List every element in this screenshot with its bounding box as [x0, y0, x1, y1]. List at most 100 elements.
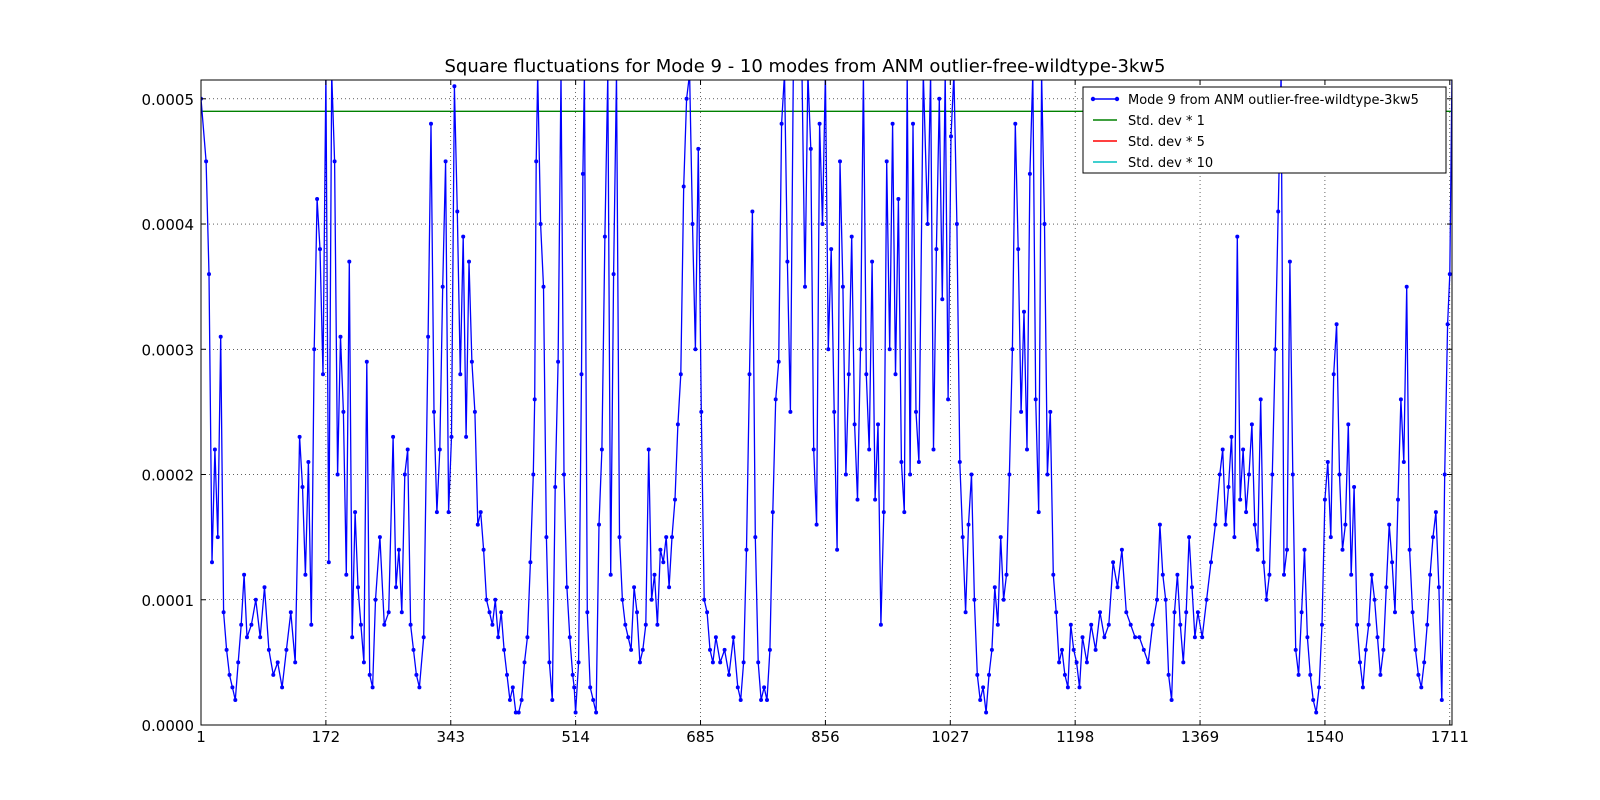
data-point — [293, 660, 298, 665]
data-point — [350, 635, 355, 640]
data-point — [602, 234, 607, 239]
data-point — [386, 610, 391, 615]
data-point — [1111, 560, 1116, 565]
data-point — [1428, 572, 1433, 577]
data-point — [718, 660, 723, 665]
data-point — [469, 359, 474, 364]
data-point — [1217, 472, 1222, 477]
data-point — [472, 409, 477, 414]
data-point — [1065, 685, 1070, 690]
data-point — [532, 397, 537, 402]
data-point — [1360, 685, 1365, 690]
data-point — [1264, 597, 1269, 602]
y-tick-label: 0.0004 — [142, 216, 195, 234]
data-point — [440, 284, 445, 289]
data-point — [1334, 322, 1339, 327]
data-point — [759, 698, 764, 702]
legend-label-std10: Std. dev * 10 — [1128, 156, 1213, 171]
data-point — [531, 472, 536, 477]
data-point — [567, 635, 572, 640]
data-point — [1025, 447, 1029, 452]
data-point — [421, 635, 426, 640]
data-point — [940, 297, 945, 302]
data-point — [562, 472, 566, 477]
data-point — [1433, 510, 1438, 515]
data-point — [908, 472, 913, 477]
data-point — [505, 672, 509, 677]
data-point — [735, 685, 740, 690]
data-point — [1048, 409, 1053, 414]
data-point — [1255, 547, 1260, 552]
data-point — [710, 660, 715, 665]
data-point — [658, 547, 663, 552]
data-point — [1436, 585, 1441, 590]
data-point — [995, 622, 1000, 627]
data-point — [266, 647, 271, 652]
data-point — [1247, 472, 1251, 477]
x-tick-label: 685 — [686, 728, 715, 746]
data-point — [510, 685, 515, 690]
data-point — [1137, 635, 1142, 640]
data-point — [949, 134, 953, 139]
data-point — [236, 660, 241, 665]
data-point — [899, 460, 904, 464]
data-point — [541, 284, 546, 289]
data-point — [1190, 585, 1194, 590]
data-point — [673, 497, 677, 502]
data-point — [402, 472, 407, 477]
data-point — [1407, 547, 1412, 552]
data-point — [1004, 572, 1009, 577]
data-point — [493, 597, 498, 602]
data-point — [881, 510, 886, 515]
data-point — [989, 647, 994, 652]
data-point — [773, 397, 778, 402]
data-point — [1328, 535, 1333, 540]
data-point — [1200, 635, 1205, 640]
data-point — [623, 622, 628, 627]
data-point — [318, 247, 322, 252]
data-point — [963, 610, 968, 615]
data-point — [1098, 610, 1102, 615]
data-point — [1258, 397, 1263, 402]
data-point — [461, 234, 466, 239]
data-point — [1223, 522, 1228, 527]
data-point — [347, 259, 352, 264]
data-point — [519, 698, 524, 702]
data-point — [1124, 610, 1129, 615]
data-point — [344, 572, 349, 577]
data-point — [358, 622, 363, 627]
data-point — [1378, 672, 1383, 677]
data-point — [987, 672, 991, 677]
data-point — [478, 510, 483, 515]
data-point — [215, 535, 220, 540]
data-point — [516, 710, 521, 715]
x-tick-label: 1711 — [1431, 728, 1469, 746]
data-point — [981, 685, 986, 690]
data-point — [513, 710, 518, 715]
data-point — [1232, 535, 1237, 540]
legend-marker-right — [1114, 96, 1120, 102]
data-point — [452, 84, 457, 89]
data-point — [253, 597, 258, 602]
data-point — [564, 585, 569, 590]
y-tick-label: 0.0000 — [142, 717, 195, 735]
y-tick-label: 0.0002 — [142, 467, 195, 485]
data-point — [1320, 622, 1324, 627]
data-point — [1445, 322, 1450, 327]
data-point — [364, 359, 369, 364]
data-point — [242, 572, 247, 577]
data-point — [1363, 647, 1368, 652]
data-point — [249, 622, 254, 627]
data-point — [756, 660, 761, 665]
data-point — [655, 622, 660, 627]
data-point — [1305, 635, 1310, 640]
data-point — [887, 347, 892, 352]
data-point — [221, 610, 226, 615]
data-point — [620, 597, 625, 602]
data-point — [1077, 685, 1082, 690]
data-point — [629, 647, 634, 652]
data-point — [417, 685, 422, 690]
data-point — [835, 547, 840, 552]
data-point — [437, 447, 442, 452]
data-point — [1398, 397, 1403, 402]
